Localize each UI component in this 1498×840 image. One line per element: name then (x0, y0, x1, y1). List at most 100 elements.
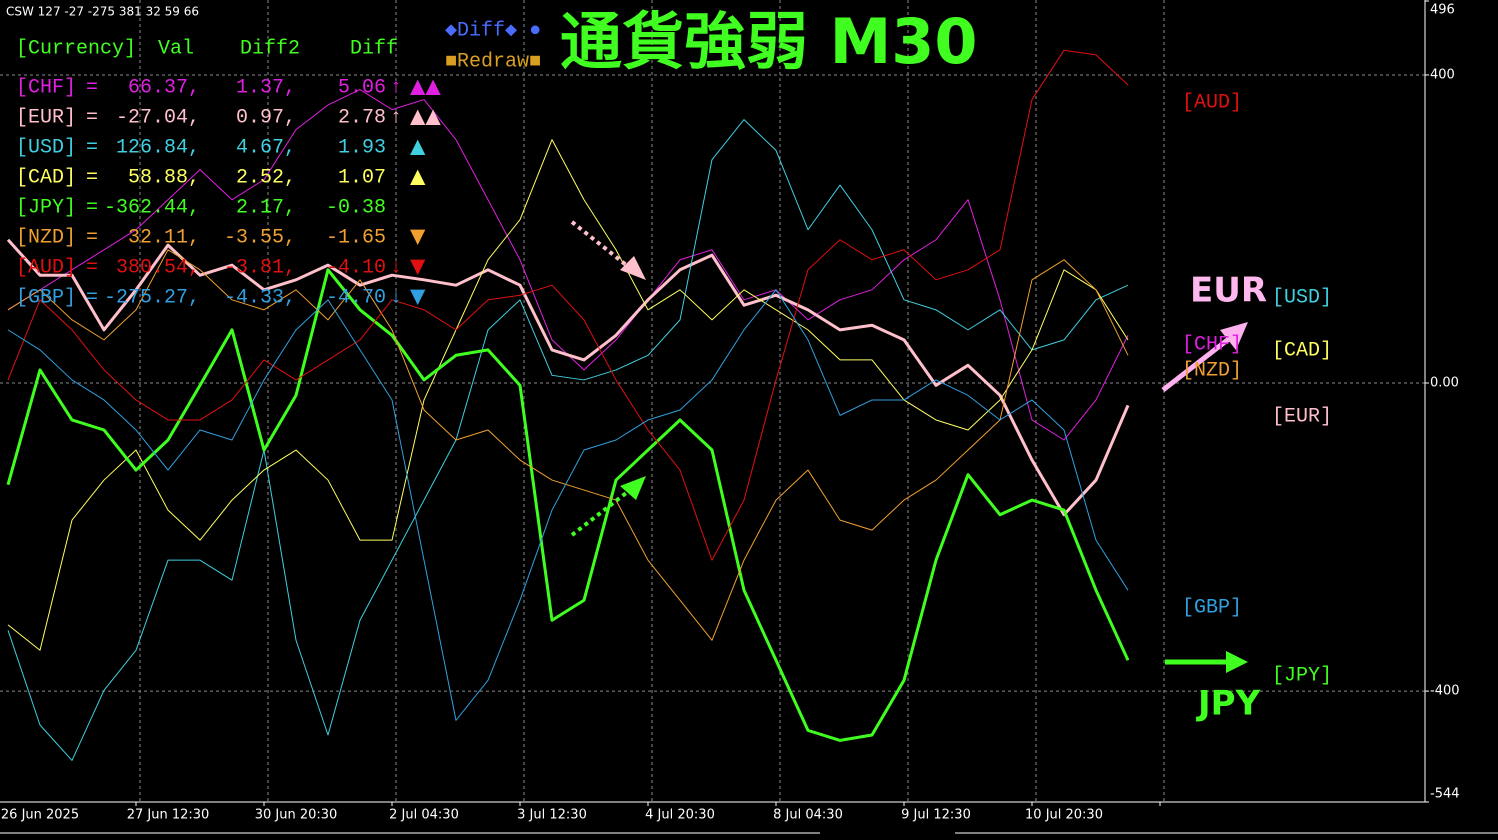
table-header: Diff (350, 37, 398, 60)
table-cell: = (86, 166, 98, 189)
series-line (6, 268, 1130, 742)
series-label: [NZD] (1182, 359, 1242, 382)
table-cell: = (86, 256, 98, 279)
redraw-button[interactable]: ■Redraw■ (445, 50, 541, 73)
arrow-head (620, 476, 646, 500)
row-name: [NZD] (16, 226, 76, 249)
table-cell: 380.54, (116, 256, 200, 279)
x-tick-label: 9 Jul 12:30 (901, 808, 971, 823)
table-cell: 4.67, (236, 136, 296, 159)
table: [Currency] Val Diff2 Diff [CHF] = 66.37, 1.37, 5… (16, 37, 441, 309)
table-cell: -4.70 (326, 286, 386, 309)
annotation: EUR (1190, 271, 1267, 311)
series-line (7, 249, 1129, 641)
table-cell: -3.55, (224, 226, 296, 249)
header: CSW 127 -27 -275 381 32 59 66 (6, 5, 199, 19)
table-cell: 2.78 (338, 106, 386, 129)
series-label: [JPY] (1272, 664, 1332, 687)
arrow-head (620, 256, 646, 280)
series-label: [GBP] (1182, 596, 1242, 619)
y-tick-label: 400 (1430, 67, 1455, 82)
table-cell: 1.93 (338, 136, 386, 159)
series-line (7, 119, 1129, 761)
table-header: [Currency] (16, 37, 136, 60)
series-label: [AUD] (1182, 91, 1242, 114)
table-cell: = (86, 106, 98, 129)
series-label: [USD] (1272, 286, 1332, 309)
row-name: [EUR] (16, 106, 76, 129)
table-cell: = (86, 226, 98, 249)
table-cell: -4.10 (326, 256, 386, 279)
table-cell: -362.44, (104, 196, 200, 219)
table-cell: 5.06 (338, 76, 386, 99)
table-cell: = (86, 136, 98, 159)
y-tick-label: -544 (1430, 787, 1460, 802)
row-name: [CHF] (16, 76, 76, 99)
y-tick-label: 496 (1430, 3, 1455, 18)
arrow-head (1226, 651, 1248, 673)
table-cell: ↓ (390, 256, 402, 279)
signal: ▼ (410, 254, 426, 278)
y-tick-label: -400 (1430, 684, 1460, 699)
series-line (7, 49, 1129, 561)
table-cell: 2.17, (236, 196, 296, 219)
table-cell: ↑ (390, 76, 402, 99)
table-header: Diff2 (240, 37, 300, 60)
row-name: [AUD] (16, 256, 76, 279)
plot (6, 49, 1130, 761)
table-cell: -0.38 (326, 196, 386, 219)
x-tick-label: 4 Jul 20:30 (645, 808, 715, 823)
table-cell: 0.97, (236, 106, 296, 129)
y-tick-label: 0.00 (1430, 376, 1459, 391)
series-line (7, 289, 1129, 721)
series-label: [CAD] (1272, 339, 1332, 362)
x-tick-label: 30 Jun 20:30 (255, 808, 338, 823)
arrow-head (1220, 322, 1248, 350)
table-cell: -1.65 (326, 226, 386, 249)
table-cell: -4.33, (224, 286, 296, 309)
diff-button[interactable]: ◆Diff◆ ● (445, 19, 541, 42)
series-line (7, 139, 1129, 651)
table-cell: ↓ (390, 286, 402, 309)
x-tick-label: 10 Jul 20:30 (1025, 808, 1103, 823)
table-cell: -275.27, (104, 286, 200, 309)
table-cell: = (86, 286, 98, 309)
table-cell: 32.11, (128, 226, 200, 249)
x-tick-label: 26 Jun 2025 (1, 808, 79, 823)
table-cell: 1.07 (338, 166, 386, 189)
row-name: [CAD] (16, 166, 76, 189)
annotation: JPY (1196, 684, 1261, 724)
series-label: [EUR] (1272, 405, 1332, 428)
row-name: [JPY] (16, 196, 76, 219)
table-cell: -3.81, (224, 256, 296, 279)
table-cell: 126.84, (116, 136, 200, 159)
table-cell: 1.37, (236, 76, 296, 99)
table-cell: = (86, 76, 98, 99)
row-name: [GBP] (16, 286, 76, 309)
table-cell: 2.52, (236, 166, 296, 189)
signal: ▲▲ (410, 74, 441, 98)
table-cell: -27.04, (116, 106, 200, 129)
x-tick-label: 2 Jul 04:30 (389, 808, 459, 823)
row-name: [USD] (16, 136, 76, 159)
series-label: [CHF] (1182, 333, 1242, 356)
grid (0, 0, 1425, 802)
table-cell: 58.88, (128, 166, 200, 189)
table-cell: = (86, 196, 98, 219)
table-header: Val (158, 37, 194, 60)
chart-title: 通貨強弱 M30 (560, 5, 978, 78)
x-tick-label: 8 Jul 04:30 (773, 808, 843, 823)
x-tick-label: 27 Jun 12:30 (127, 808, 210, 823)
x-tick-label: 3 Jul 12:30 (517, 808, 587, 823)
signal: ▲ (410, 164, 426, 188)
table-cell: ↑ (390, 106, 402, 129)
signal: ▲▲ (410, 104, 441, 128)
signal: ▲ (410, 134, 426, 158)
signal: ▼ (410, 224, 426, 248)
arrow (1161, 336, 1232, 392)
table-cell: 66.37, (128, 76, 200, 99)
signal: ▼ (410, 284, 426, 308)
